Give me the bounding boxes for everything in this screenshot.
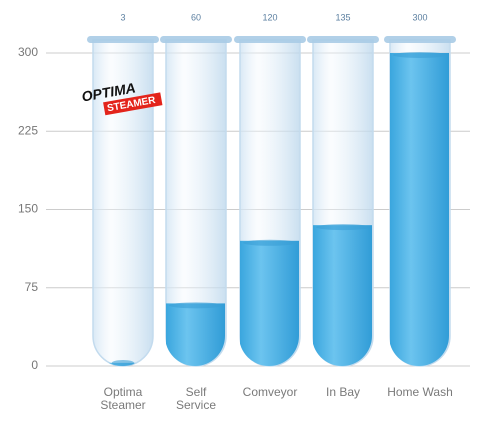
x-tick-label: Comveyor xyxy=(242,385,298,399)
bar xyxy=(313,225,372,366)
liquid-surface xyxy=(316,224,370,231)
y-tick-label: 0 xyxy=(31,358,38,372)
tube-rim xyxy=(160,36,232,43)
tube-rim xyxy=(384,36,456,43)
liquid-surface xyxy=(169,302,223,309)
liquid-surface xyxy=(393,52,447,58)
bar xyxy=(240,240,299,366)
y-tick-label: 150 xyxy=(18,202,38,216)
tube-rim xyxy=(234,36,306,43)
x-tick-label: Self Service xyxy=(175,385,216,412)
value-label: 300 xyxy=(412,12,427,22)
x-tick-label: In Bay xyxy=(325,385,361,399)
liquid-surface xyxy=(111,360,135,366)
value-label: 120 xyxy=(262,12,277,22)
bar xyxy=(166,303,225,366)
tube-rim xyxy=(87,36,159,43)
value-label: 3 xyxy=(120,12,125,22)
value-label: 60 xyxy=(191,12,201,22)
x-tick-label: Home Wash xyxy=(387,385,453,399)
y-tick-label: 225 xyxy=(18,123,38,137)
y-tick-label: 75 xyxy=(25,280,39,294)
logo-box xyxy=(103,92,163,116)
value-label: 135 xyxy=(335,12,350,22)
tube-rim xyxy=(307,36,379,43)
bar xyxy=(390,53,449,366)
liquid-surface xyxy=(243,239,297,246)
y-tick-label: 300 xyxy=(18,45,38,59)
x-tick-label: Optima Steamer xyxy=(100,385,146,412)
